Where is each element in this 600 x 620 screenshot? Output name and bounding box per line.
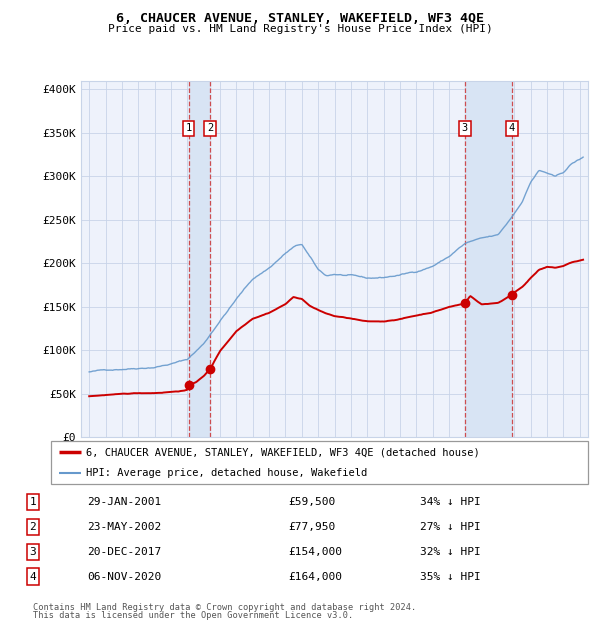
Text: £154,000: £154,000: [288, 547, 342, 557]
Text: 32% ↓ HPI: 32% ↓ HPI: [420, 547, 481, 557]
Text: 1: 1: [29, 497, 37, 507]
Text: Contains HM Land Registry data © Crown copyright and database right 2024.: Contains HM Land Registry data © Crown c…: [33, 603, 416, 612]
Text: 20-DEC-2017: 20-DEC-2017: [87, 547, 161, 557]
Text: Price paid vs. HM Land Registry's House Price Index (HPI): Price paid vs. HM Land Registry's House …: [107, 24, 493, 33]
Text: 06-NOV-2020: 06-NOV-2020: [87, 572, 161, 582]
Text: 34% ↓ HPI: 34% ↓ HPI: [420, 497, 481, 507]
Text: 29-JAN-2001: 29-JAN-2001: [87, 497, 161, 507]
Text: £164,000: £164,000: [288, 572, 342, 582]
Text: 3: 3: [462, 123, 468, 133]
Text: £59,500: £59,500: [288, 497, 335, 507]
Text: 6, CHAUCER AVENUE, STANLEY, WAKEFIELD, WF3 4QE (detached house): 6, CHAUCER AVENUE, STANLEY, WAKEFIELD, W…: [86, 448, 479, 458]
Text: This data is licensed under the Open Government Licence v3.0.: This data is licensed under the Open Gov…: [33, 611, 353, 620]
Text: 35% ↓ HPI: 35% ↓ HPI: [420, 572, 481, 582]
Bar: [465, 81, 512, 437]
Text: 1: 1: [185, 123, 192, 133]
Text: £77,950: £77,950: [288, 522, 335, 532]
Bar: [188, 81, 210, 437]
Text: 2: 2: [207, 123, 213, 133]
Text: 23-MAY-2002: 23-MAY-2002: [87, 522, 161, 532]
Text: 4: 4: [29, 572, 37, 582]
Text: 3: 3: [29, 547, 37, 557]
Text: 4: 4: [509, 123, 515, 133]
Text: 6, CHAUCER AVENUE, STANLEY, WAKEFIELD, WF3 4QE: 6, CHAUCER AVENUE, STANLEY, WAKEFIELD, W…: [116, 12, 484, 25]
Text: 2: 2: [29, 522, 37, 532]
Text: HPI: Average price, detached house, Wakefield: HPI: Average price, detached house, Wake…: [86, 467, 367, 477]
Text: 27% ↓ HPI: 27% ↓ HPI: [420, 522, 481, 532]
